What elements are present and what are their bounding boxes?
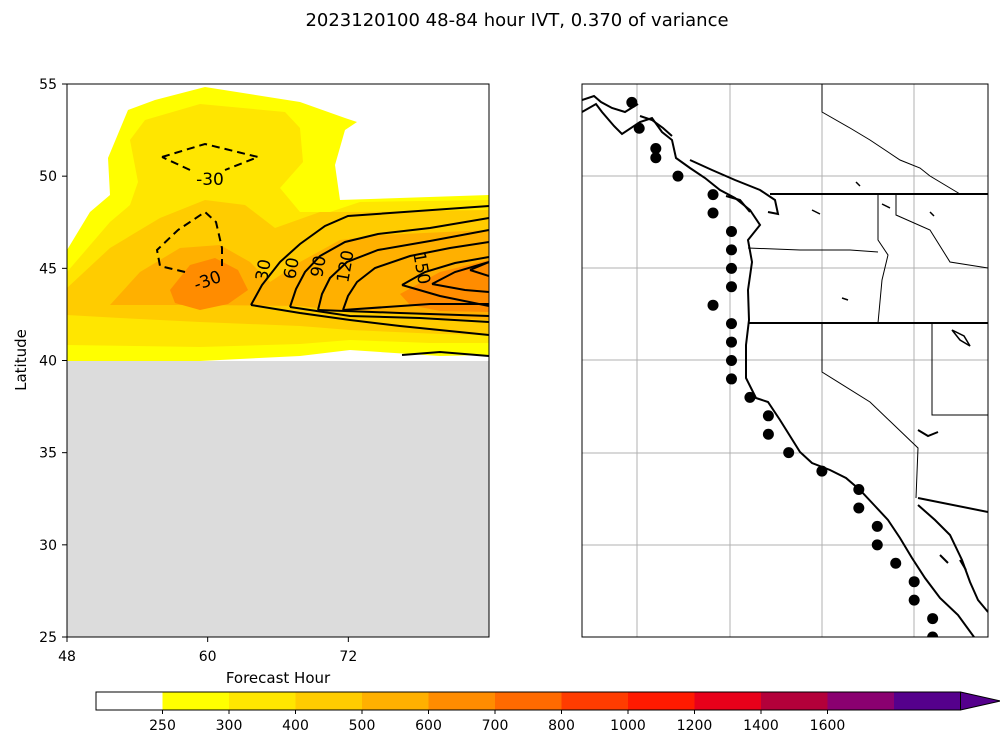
map-point xyxy=(853,502,865,514)
ivt-point-markers xyxy=(626,96,939,637)
contour-label: 90 xyxy=(307,254,330,279)
colorbar-segment xyxy=(694,692,762,710)
map-point xyxy=(927,613,939,625)
colorbar-segment xyxy=(96,692,163,710)
colorbar-tick-label: 1600 xyxy=(810,718,846,734)
map-point xyxy=(783,447,795,459)
map-point xyxy=(725,373,737,385)
map-point xyxy=(762,410,774,422)
map-point xyxy=(650,143,662,155)
y-tick-label: 40 xyxy=(39,354,57,370)
colorbar-segment xyxy=(495,692,562,710)
colorbar-segment xyxy=(894,692,961,710)
map-point xyxy=(908,576,920,588)
map-point xyxy=(853,484,865,496)
colorbar-tick-label: 1200 xyxy=(677,718,713,734)
map-point xyxy=(650,152,662,164)
colorbar-tick-label: 250 xyxy=(149,718,176,734)
coastline xyxy=(582,94,988,637)
y-tick-label: 35 xyxy=(39,446,57,462)
y-tick-label: 30 xyxy=(39,538,57,554)
x-tick-label: 72 xyxy=(339,649,357,665)
map-point xyxy=(672,170,684,182)
colorbar-segment xyxy=(362,692,429,710)
contour-label: -30 xyxy=(196,170,224,190)
x-tick-label: 48 xyxy=(58,649,76,665)
colorbar-tick-label: 300 xyxy=(216,718,243,734)
map-point xyxy=(725,262,737,274)
colorbar-segment xyxy=(628,692,695,710)
contour-neg-north xyxy=(161,142,262,171)
map-point xyxy=(626,96,638,108)
colorbar-segment xyxy=(162,692,230,710)
x-tick-label: 60 xyxy=(199,649,217,665)
colorbar-extend-arrow xyxy=(960,691,1000,711)
map-point xyxy=(890,557,902,569)
map-frame xyxy=(581,83,989,638)
y-tick-label: 50 xyxy=(39,169,57,185)
map-point xyxy=(908,594,920,606)
west-coast-map-panel xyxy=(581,83,989,638)
y-axis-label: Latitude xyxy=(12,329,30,391)
map-point xyxy=(871,539,883,551)
map-point xyxy=(725,281,737,293)
contour-label: 60 xyxy=(280,256,303,281)
map-point xyxy=(707,189,719,201)
contour-label: 30 xyxy=(252,258,275,283)
x-axis-label: Forecast Hour xyxy=(226,669,331,687)
y-axis-ticks: 25 30 35 40 45 50 55 xyxy=(39,77,67,646)
colorbar-tick-label: 400 xyxy=(282,718,309,734)
ivt-contour-panel: -30-30 30 60 90 120 150 48 60 72 25303540455055… xyxy=(12,77,490,687)
colorbar-tick-label: 800 xyxy=(548,718,575,734)
colorbar-frame xyxy=(95,691,961,711)
x-axis-ticks: 48 60 72 xyxy=(58,637,357,665)
ivt-fill-600 xyxy=(170,258,248,310)
colorbar-tick-label: 1000 xyxy=(610,718,646,734)
map-point xyxy=(633,122,645,134)
masked-region xyxy=(67,361,489,637)
map-point xyxy=(725,318,737,330)
colorbar-segment xyxy=(761,692,828,710)
colorbar-segment xyxy=(295,692,363,710)
colorbar-tick-label: 600 xyxy=(415,718,442,734)
map-point xyxy=(707,299,719,311)
colorbar-tick-label: 700 xyxy=(482,718,509,734)
contour-neg-south xyxy=(155,210,223,273)
map-point xyxy=(927,631,939,637)
positive-contours xyxy=(250,205,489,357)
map-point xyxy=(762,428,774,440)
ivt-colorbar xyxy=(95,691,1000,711)
map-point xyxy=(725,225,737,237)
colorbar-segment xyxy=(428,692,496,710)
contour-label-group: -30-30 30 60 90 120 150 xyxy=(191,170,433,296)
map-point xyxy=(707,207,719,219)
colorbar-tick-label: 1400 xyxy=(743,718,779,734)
colorbar-segment xyxy=(827,692,895,710)
colorbar-tick-labels: 250 300 400 500 600 700 800 1000 1200 1400 1600 xyxy=(149,710,845,734)
y-tick-label: 45 xyxy=(39,261,57,277)
y-tick-label: 55 xyxy=(39,77,57,93)
map-point xyxy=(725,336,737,348)
colorbar-segment xyxy=(561,692,629,710)
map-point xyxy=(725,355,737,366)
y-tick-label: 25 xyxy=(39,630,57,646)
map-point xyxy=(816,465,828,477)
borders xyxy=(747,84,988,513)
map-point xyxy=(725,244,737,256)
colorbar-tick-label: 500 xyxy=(349,718,376,734)
map-point xyxy=(871,520,883,532)
colorbar-segment xyxy=(229,692,296,710)
map-point xyxy=(744,391,756,403)
figure-title: 2023120100 48-84 hour IVT, 0.370 of vari… xyxy=(305,10,728,31)
